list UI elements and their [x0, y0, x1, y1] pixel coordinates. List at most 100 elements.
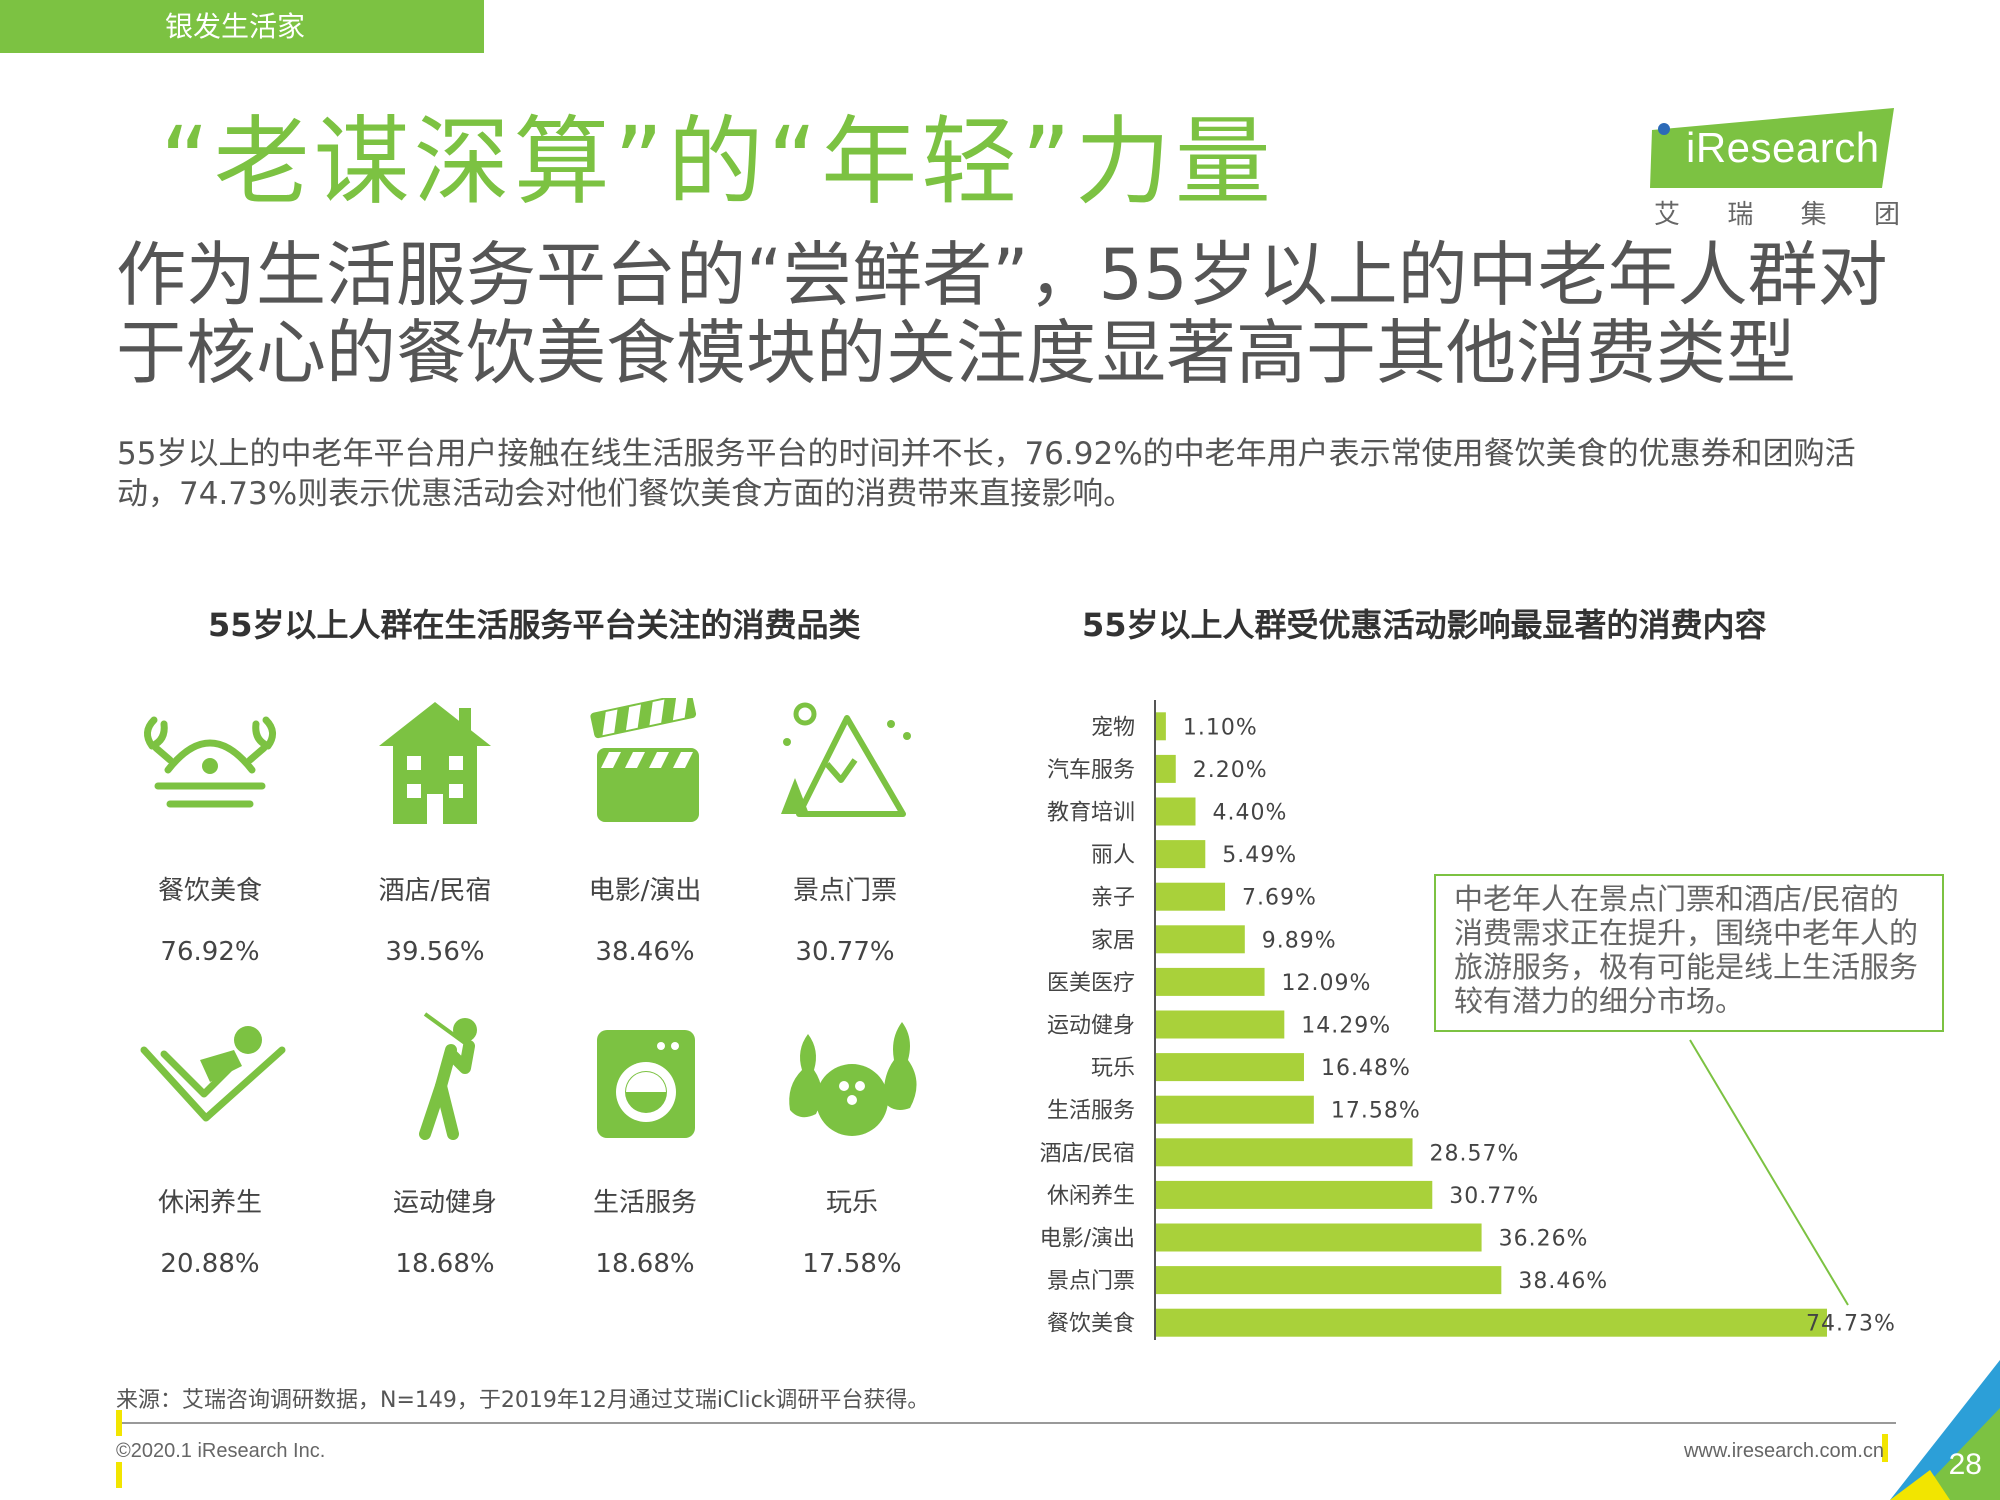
category-label: 电影/演出: [588, 876, 702, 906]
website-link[interactable]: www.iresearch.com.cn: [1683, 1440, 1884, 1462]
bar-value-label: 1.10%: [1183, 715, 1258, 740]
category-tick-label: 玩乐: [1091, 1056, 1135, 1081]
bar: [1156, 1095, 1314, 1124]
category-label: 休闲养生: [157, 1188, 262, 1218]
bar: [1156, 754, 1176, 783]
bowling-icon: [789, 1022, 917, 1136]
logo-dot: [1658, 123, 1670, 135]
category-tick-label: 亲子: [1091, 886, 1135, 911]
category-item-hotel: 酒店/民宿 39.56%: [335, 698, 535, 967]
bar-value-label: 16.48%: [1321, 1056, 1411, 1081]
bar-value-label: 17.58%: [1331, 1099, 1421, 1124]
main-title: “老谋深算”的“年轻”力量: [160, 106, 1275, 218]
category-value: 20.88%: [160, 1249, 260, 1279]
bar-value-label: 30.77%: [1449, 1184, 1539, 1209]
logo-sub-char: 艾: [1654, 200, 1681, 230]
category-tick-label: 宠物: [1091, 715, 1135, 740]
yellow-marker: [1882, 1434, 1888, 1462]
category-tick-label: 汽车服务: [1047, 758, 1135, 783]
logo-subtitle: 艾 瑞 集 团: [1654, 194, 1900, 231]
bar: [1156, 882, 1226, 911]
iresearch-logo: iResearch 艾 瑞 集 团: [1650, 108, 1900, 231]
category-tick-label: 教育培训: [1047, 801, 1135, 826]
category-tick-label: 医美医疗: [1047, 971, 1135, 996]
bar-value-label: 28.57%: [1430, 1141, 1520, 1166]
category-item-entertainment: 玩乐 17.58%: [752, 1010, 952, 1279]
category-label: 景点门票: [792, 876, 897, 906]
clapperboard-icon: [590, 698, 699, 822]
category-value: 39.56%: [385, 937, 485, 967]
bar: [1156, 840, 1206, 869]
right-chart-title: 55岁以上人群受优惠活动影响最显著的消费内容: [1082, 606, 1767, 644]
bar: [1156, 1223, 1482, 1252]
logo-sub-char: 团: [1873, 200, 1900, 230]
category-item-sports: 运动健身 18.68%: [345, 1010, 545, 1279]
bar: [1156, 1138, 1413, 1167]
category-label: 运动健身: [392, 1188, 497, 1218]
category-value: 76.92%: [160, 937, 260, 967]
bar-value-label: 9.89%: [1262, 928, 1337, 953]
category-item-food: 餐饮美食 76.92%: [110, 698, 310, 967]
category-value: 18.68%: [595, 1249, 695, 1279]
bar-value-label: 7.69%: [1242, 886, 1317, 911]
mountain-icon: [781, 702, 911, 817]
category-label: 生活服务: [592, 1188, 697, 1218]
bar: [1156, 1308, 1827, 1337]
golfer-icon: [419, 1012, 477, 1140]
category-tick-label: 生活服务: [1047, 1099, 1135, 1124]
headline: 作为生活服务平台的“尝鲜者”，55岁以上的中老年人群对于核心的餐饮美食模块的关注…: [116, 234, 1888, 394]
bar: [1156, 1053, 1304, 1082]
reclining-person-icon: [140, 1026, 286, 1122]
bar-value-label: 12.09%: [1282, 971, 1372, 996]
category-label: 玩乐: [825, 1188, 878, 1218]
category-value: 30.77%: [795, 937, 895, 967]
category-label: 酒店/民宿: [378, 876, 492, 906]
category-tick-label: 运动健身: [1047, 1014, 1135, 1039]
house-icon: [379, 702, 491, 824]
category-tick-label: 景点门票: [1047, 1269, 1135, 1294]
bar-value-label: 14.29%: [1301, 1014, 1391, 1039]
category-tick-label: 家居: [1091, 928, 1135, 953]
bar-value-label: 38.46%: [1518, 1269, 1608, 1294]
logo-brand: iResearch: [1686, 124, 1880, 171]
copyright: ©2020.1 iResearch Inc.: [116, 1440, 326, 1462]
category-label: 餐饮美食: [157, 876, 262, 906]
category-tick-label: 丽人: [1091, 843, 1135, 868]
footer-divider: [116, 1422, 1896, 1424]
bar-value-label: 2.20%: [1193, 758, 1268, 783]
bar: [1156, 967, 1265, 996]
section-tab: 银发生活家: [0, 0, 484, 53]
page-number: 28: [1948, 1448, 1982, 1481]
logo-sub-char: 瑞: [1727, 200, 1754, 230]
food-icon: [144, 716, 276, 808]
corner-decoration: [1890, 1360, 2000, 1500]
description: 55岁以上的中老年平台用户接触在线生活服务平台的时间并不长，76.92%的中老年…: [117, 436, 1856, 512]
bar: [1156, 1010, 1285, 1039]
category-value: 17.58%: [802, 1249, 902, 1279]
category-tick-label: 电影/演出: [1040, 1227, 1135, 1252]
callout-connector-line: [1689, 1039, 1849, 1306]
logo-banner-shape: [1650, 108, 1894, 188]
bar-value-label: 36.26%: [1499, 1227, 1589, 1252]
bar: [1156, 925, 1245, 954]
yellow-marker: [116, 1462, 122, 1488]
category-tick-label: 餐饮美食: [1047, 1312, 1135, 1337]
category-value: 18.68%: [395, 1249, 495, 1279]
yellow-marker: [116, 1410, 122, 1436]
callout-box: 中老年人在景点门票和酒店/民宿的消费需求正在提升，围绕中老年人的旅游服务，极有可…: [1434, 874, 1944, 1032]
category-value: 38.46%: [595, 937, 695, 967]
category-item-scenic: 景点门票 30.77%: [745, 698, 945, 967]
logo-sub-char: 集: [1800, 200, 1827, 230]
category-item-movie: 电影/演出 38.46%: [545, 698, 745, 967]
bar-value-label: 4.40%: [1213, 801, 1288, 826]
bar: [1156, 1180, 1433, 1209]
source-note: 来源：艾瑞咨询调研数据，N=149，于2019年12月通过艾瑞iClick调研平…: [116, 1388, 930, 1413]
washing-machine-icon: [597, 1030, 695, 1138]
bar: [1156, 712, 1166, 741]
category-tick-label: 酒店/民宿: [1040, 1141, 1135, 1166]
bar: [1156, 1266, 1502, 1295]
category-tick-label: 休闲养生: [1047, 1184, 1135, 1209]
bar: [1156, 797, 1196, 826]
category-item-leisure: 休闲养生 20.88%: [110, 1010, 310, 1279]
